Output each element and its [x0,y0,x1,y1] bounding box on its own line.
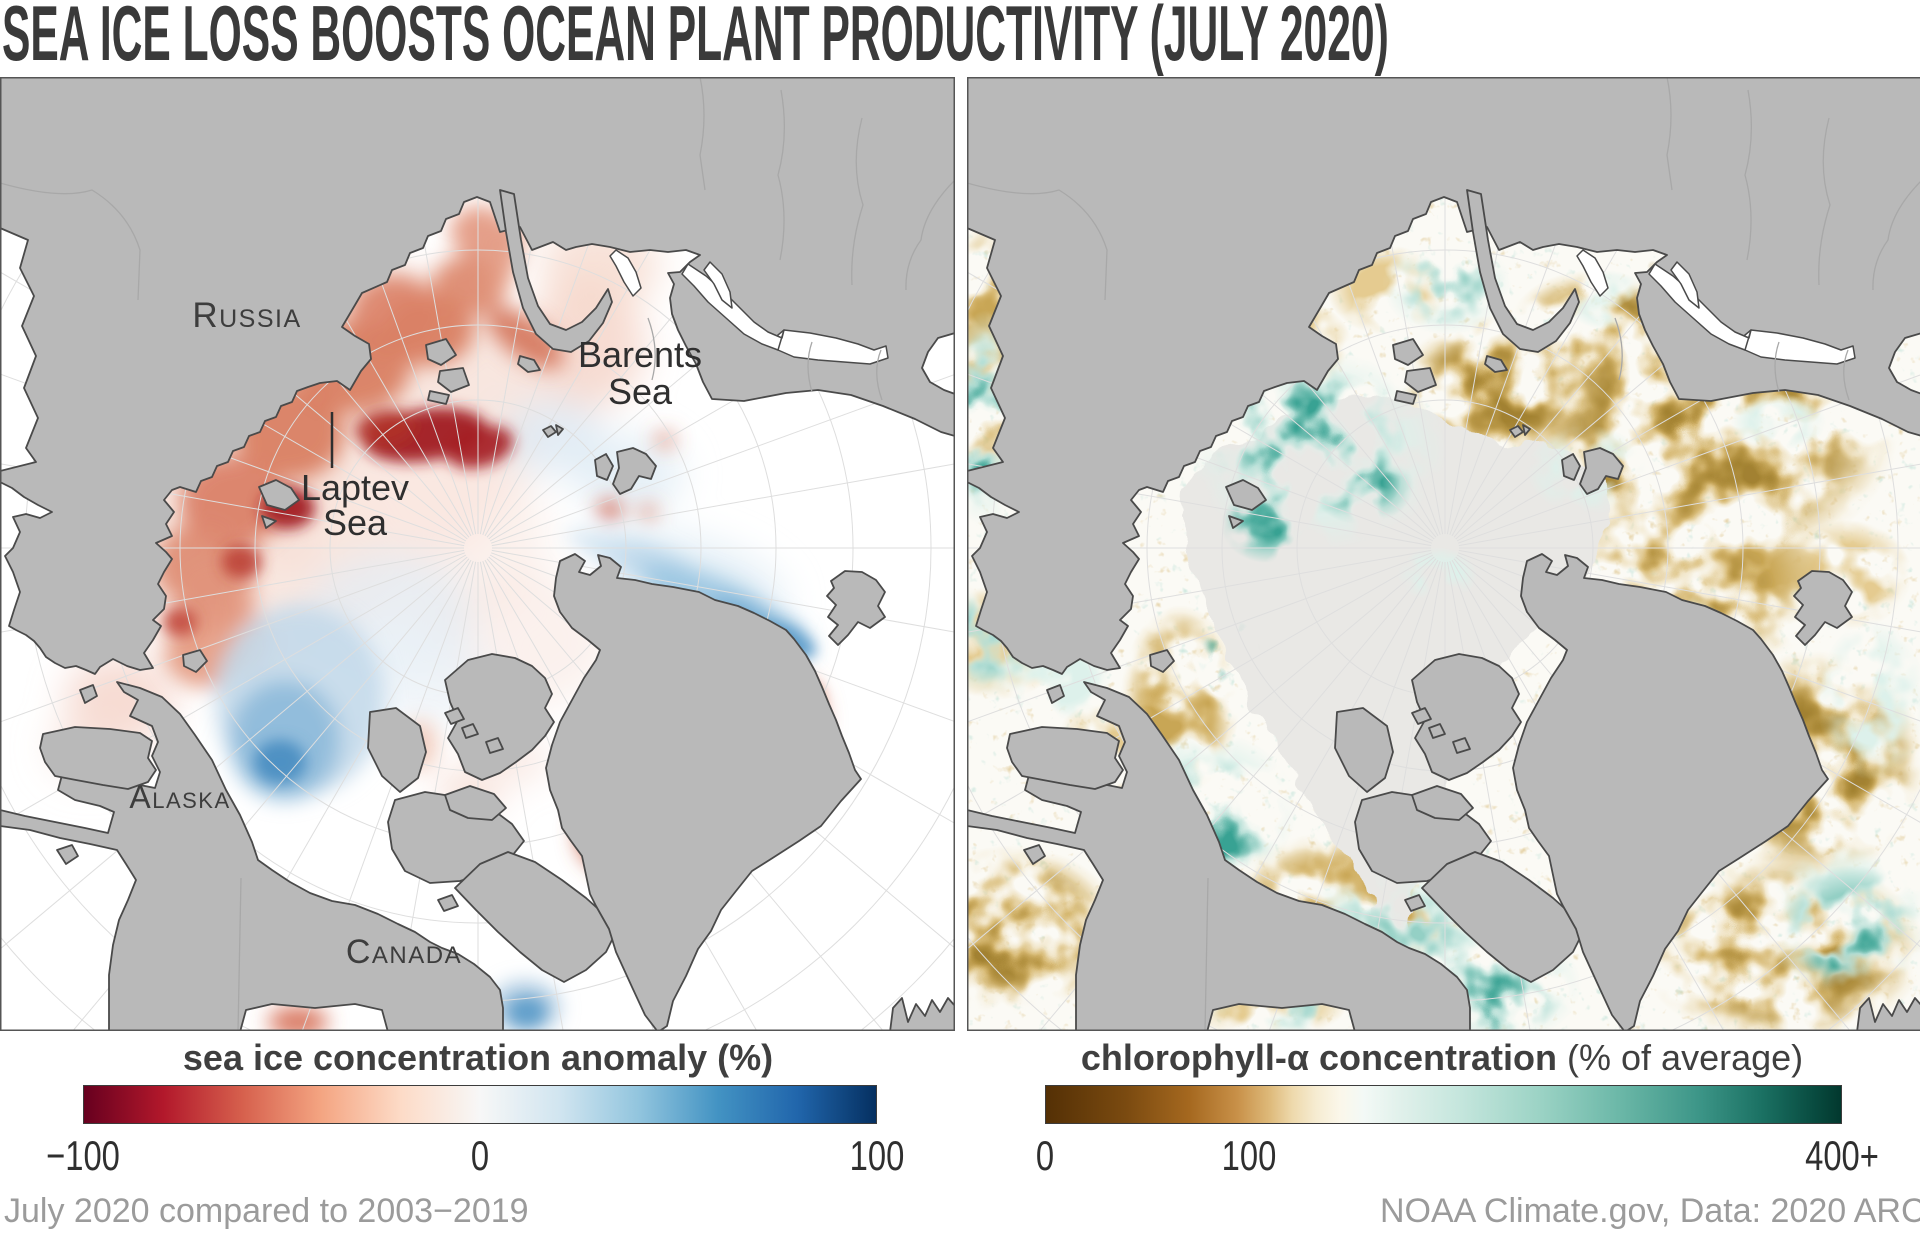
svg-text:Laptev: Laptev [301,467,409,508]
svg-text:Sea: Sea [323,502,388,543]
svg-text:Barents: Barents [578,334,702,375]
svg-text:Sea: Sea [608,371,673,412]
svg-text:Russia: Russia [192,296,301,335]
svg-text:Alaska: Alaska [129,779,230,815]
svg-text:Canada: Canada [346,933,462,971]
